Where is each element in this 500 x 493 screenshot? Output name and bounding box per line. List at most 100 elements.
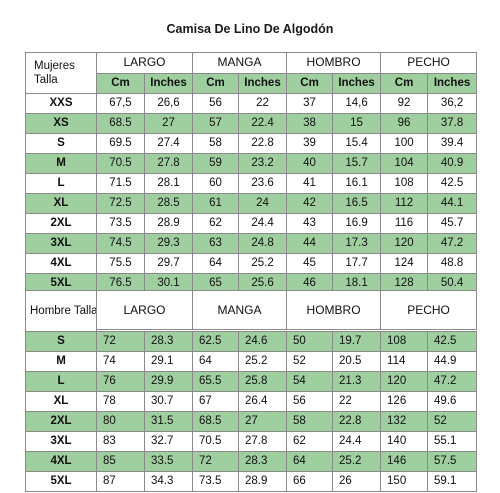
measure-value: 85 [96,451,145,472]
chart-title: Camisa De Lino De Algodón [166,22,334,36]
measure-value: 58 [286,411,334,432]
measure-value: 132 [380,411,429,432]
table-row: 5XL 76.5 30.1 65 25.6 46 18.1 128 50.4 [25,273,478,294]
measure-value: 62 [192,213,240,234]
measure-value: 15.4 [332,133,382,154]
measure-value: 46 [286,273,334,294]
table-row: XL 78 30.7 67 26.4 56 22 126 49.6 [25,391,478,412]
measure-value: 29.9 [143,371,194,392]
unit-inches: Inches [332,72,382,94]
table-row: XXS 67,5 26,6 56 22 37 14,6 92 36,2 [25,93,478,114]
measure-value: 64 [192,351,240,372]
measure-value: 83 [96,431,145,452]
size-label: 3XL [25,431,97,452]
table-row: 3XL 83 32.7 70.5 27.8 62 24.4 140 55.1 [25,431,478,452]
measure-value: 57.5 [427,451,478,472]
measure-value: 16.1 [332,173,382,194]
measure-value: 44.9 [427,351,478,372]
measure-value: 24.4 [332,431,382,452]
measure-value: 116 [380,213,429,234]
table-row: 2XL 73.5 28.9 62 24.4 43 16.9 116 45.7 [25,213,478,234]
measure-value: 120 [380,233,429,254]
measure-value: 39.4 [427,133,478,154]
measure-value: 28.1 [143,173,194,194]
measure-value: 25.2 [238,253,288,274]
measure-value: 72 [192,451,240,472]
measure-value: 27 [238,411,288,432]
measure-value: 114 [380,351,429,372]
measure-value: 59.1 [427,471,478,492]
measure-header-hombro: HOMBRO [286,289,382,331]
measure-value: 100 [380,133,429,154]
measure-value: 41 [286,173,334,194]
measure-value: 40.9 [427,153,478,174]
measure-value: 140 [380,431,429,452]
measure-value: 120 [380,371,429,392]
measure-value: 34.3 [143,471,194,492]
measure-value: 62.5 [192,331,240,352]
measure-value: 63 [192,233,240,254]
measure-value: 44.1 [427,193,478,214]
measure-value: 56 [192,93,240,114]
measure-value: 74.5 [96,233,145,254]
measure-value: 24 [238,193,288,214]
measure-header-hombro: HOMBRO [286,52,382,74]
measure-value: 45 [286,253,334,274]
measure-value: 67 [192,391,240,412]
measure-value: 27.8 [238,431,288,452]
measure-header-largo: LARGO [95,52,194,74]
measure-value: 70.5 [192,431,240,452]
measure-value: 28.5 [143,193,194,214]
size-label: XL [25,193,97,214]
measure-value: 64 [286,451,334,472]
measure-value: 16.9 [332,213,382,234]
measure-value: 15 [332,113,382,134]
size-label: 5XL [25,273,97,294]
size-label: 4XL [25,451,97,472]
measure-value: 64 [192,253,240,274]
measure-value: 124 [380,253,429,274]
measure-value: 108 [380,331,429,352]
measure-value: 39 [286,133,334,154]
measure-value: 61 [192,193,240,214]
measure-value: 68.5 [96,113,145,134]
measure-value: 25.6 [238,273,288,294]
measure-header-largo: LARGO [95,289,194,331]
size-label: 2XL [25,213,97,234]
measure-value: 52 [286,351,334,372]
measure-value: 24.6 [238,331,288,352]
measure-value: 33.5 [143,451,194,472]
measure-header-pecho: PECHO [380,289,478,331]
table-row: S 69.5 27.4 58 22.8 39 15.4 100 39.4 [25,133,478,154]
table-row: 5XL 87 34.3 73.5 28.9 66 26 150 59.1 [25,471,478,492]
size-label: XXS [25,93,97,114]
women-size-header: Mujeres Talla [25,52,97,94]
measure-value: 47.2 [427,233,478,254]
measure-value: 65.5 [192,371,240,392]
measure-value: 73.5 [96,213,145,234]
measure-value: 50 [286,331,334,352]
measure-value: 42.5 [427,173,478,194]
measure-value: 23.6 [238,173,288,194]
table-row: L 71.5 28.1 60 23.6 41 16.1 108 42.5 [25,173,478,194]
size-label: 3XL [25,233,97,254]
measure-value: 29.7 [143,253,194,274]
unit-cm: Cm [286,72,334,94]
size-label: M [25,351,97,372]
measure-value: 71.5 [96,173,145,194]
table-row: L 76 29.9 65.5 25.8 54 21.3 120 47.2 [25,371,478,392]
measure-value: 42 [286,193,334,214]
measure-value: 150 [380,471,429,492]
unit-inches: Inches [238,72,288,94]
measure-value: 19.7 [332,331,382,352]
measure-value: 66 [286,471,334,492]
measure-value: 72 [96,331,145,352]
measure-value: 50.4 [427,273,478,294]
measure-value: 48.8 [427,253,478,274]
table-row: 4XL 85 33.5 72 28.3 64 25.2 146 57.5 [25,451,478,472]
measure-value: 17.3 [332,233,382,254]
measure-header-pecho: PECHO [380,52,478,74]
measure-value: 67,5 [96,93,145,114]
measure-value: 25.8 [238,371,288,392]
size-label: S [25,133,97,154]
